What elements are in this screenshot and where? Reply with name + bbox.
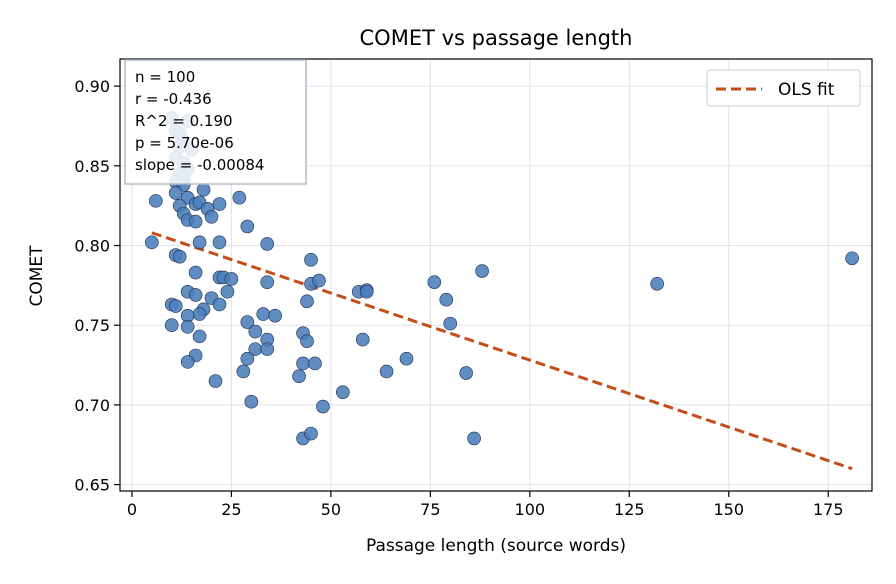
y-tick-label: 0.65 (74, 476, 110, 495)
y-axis-label: COMET (27, 245, 47, 307)
stats-box: n = 100 r = -0.436 R^2 = 0.190 p = 5.70e… (124, 59, 307, 185)
data-point (427, 275, 442, 289)
data-point (300, 334, 314, 348)
data-point (212, 297, 227, 312)
data-point (224, 272, 239, 286)
stats-box-frame (124, 59, 307, 185)
data-point (260, 342, 275, 356)
data-point (304, 253, 318, 267)
stat-p-value: p = 5.70e-06 (135, 134, 234, 152)
data-point (204, 210, 219, 224)
data-point (312, 273, 326, 288)
data-point (188, 288, 203, 302)
data-point (236, 364, 251, 379)
legend-entry-ols-fit: OLS fit (778, 80, 835, 100)
data-point (443, 316, 458, 331)
plot-frame (119, 58, 873, 492)
legend: OLS fit (706, 69, 861, 107)
x-axis-label: Passage length (source words) (366, 536, 626, 556)
y-tick-label: 0.70 (74, 396, 110, 415)
data-point (180, 355, 195, 369)
ols-fit-line (151, 231, 853, 471)
data-point (172, 249, 187, 264)
data-point (467, 431, 481, 446)
data-point (439, 292, 454, 307)
x-axis-ticks: 0 25 50 75 100 125 150 175 (127, 491, 844, 519)
data-point (260, 275, 275, 289)
data-point (475, 264, 489, 278)
data-point (459, 366, 473, 380)
x-tick-label: 25 (221, 500, 241, 519)
data-point (212, 197, 227, 211)
data-point (650, 276, 664, 291)
fit-line-layer (151, 231, 853, 471)
data-point (256, 307, 271, 321)
y-tick-label: 0.85 (74, 157, 110, 176)
stat-r: r = -0.436 (135, 90, 212, 108)
data-point (268, 308, 282, 323)
y-tick-label: 0.90 (74, 77, 110, 96)
y-tick-label: 0.75 (74, 316, 110, 335)
data-point (145, 235, 159, 250)
grid-lines (120, 59, 872, 491)
x-tick-label: 50 (321, 500, 341, 519)
data-point (336, 385, 350, 399)
data-point (232, 190, 247, 205)
data-point (379, 364, 394, 379)
data-point (296, 356, 310, 371)
data-point (304, 426, 318, 441)
data-point (208, 374, 223, 388)
x-tick-label: 125 (614, 500, 645, 519)
x-tick-label: 175 (813, 500, 844, 519)
data-point (164, 318, 179, 333)
data-point (240, 219, 255, 234)
data-point (316, 399, 330, 414)
data-point (292, 369, 306, 384)
data-point (168, 299, 183, 313)
data-point (180, 320, 195, 334)
y-axis-ticks: 0.65 0.70 0.75 0.80 0.85 0.90 (74, 77, 120, 495)
x-tick-label: 75 (420, 500, 440, 519)
x-tick-label: 150 (713, 500, 744, 519)
data-point (220, 284, 235, 299)
x-tick-label: 100 (515, 500, 546, 519)
data-point (212, 235, 227, 250)
data-point (192, 235, 207, 250)
data-point (196, 182, 211, 197)
data-point (192, 307, 207, 321)
data-point (399, 351, 414, 366)
y-tick-label: 0.80 (74, 237, 110, 256)
data-point (149, 194, 163, 208)
data-point (260, 237, 275, 251)
data-point (300, 294, 314, 309)
data-point (188, 214, 203, 229)
data-point (845, 251, 859, 266)
stat-r-squared: R^2 = 0.190 (135, 112, 233, 130)
data-points (145, 111, 859, 446)
data-point (168, 186, 183, 200)
data-point (240, 351, 255, 366)
chart-title: COMET vs passage length (360, 26, 633, 50)
data-point (355, 332, 370, 347)
data-point (359, 284, 374, 299)
legend-frame (706, 69, 861, 107)
stat-n: n = 100 (135, 68, 195, 86)
data-point (248, 324, 263, 339)
data-point (308, 356, 322, 371)
data-point (188, 265, 203, 280)
x-tick-label: 0 (127, 500, 137, 519)
data-point (244, 394, 259, 409)
stat-slope: slope = -0.00084 (135, 156, 264, 174)
data-point (240, 315, 255, 329)
data-point (192, 329, 207, 344)
